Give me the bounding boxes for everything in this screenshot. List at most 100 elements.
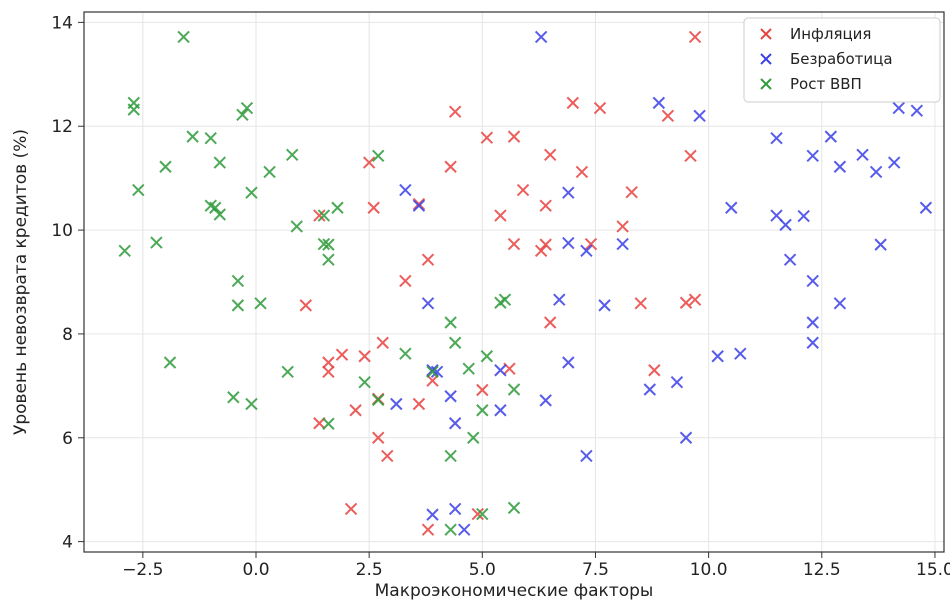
- y-tick-label: 10: [51, 221, 73, 241]
- x-axis-ticks: −2.5 0.0 2.5 5.0 7.5 10.0 12.5 15.0: [122, 552, 950, 580]
- y-axis-ticks: 4 6 8 10 12 14: [51, 13, 84, 553]
- legend-marker: [760, 53, 772, 65]
- data-point: [494, 404, 507, 417]
- data-point: [684, 149, 697, 163]
- data-point: [177, 30, 190, 44]
- data-point: [426, 374, 439, 387]
- data-point: [616, 220, 629, 233]
- data-point: [236, 108, 249, 122]
- data-point: [725, 201, 738, 214]
- data-point: [494, 296, 507, 309]
- data-point: [806, 316, 819, 329]
- data-point: [797, 209, 810, 223]
- data-point: [127, 103, 140, 116]
- data-point: [344, 502, 358, 516]
- data-point: [163, 356, 177, 369]
- data-point: [539, 199, 552, 212]
- data-point: [888, 156, 901, 169]
- data-point: [580, 449, 593, 463]
- data-point: [367, 201, 380, 214]
- plot-area-frame: [83, 11, 945, 553]
- data-point: [322, 417, 335, 430]
- data-point: [399, 183, 412, 197]
- data-point: [421, 253, 435, 266]
- data-point: [562, 236, 575, 250]
- data-point: [390, 397, 403, 411]
- data-point: [159, 160, 172, 173]
- data-point: [661, 109, 675, 123]
- data-point: [553, 293, 566, 306]
- data-point: [467, 431, 480, 444]
- x-tick-label: 15.0: [916, 560, 950, 580]
- data-point: [580, 244, 593, 258]
- x-tick-label: 12.5: [803, 560, 841, 580]
- data-point: [593, 101, 607, 115]
- data-point: [362, 156, 376, 169]
- data-point: [213, 156, 226, 169]
- data-point: [462, 362, 475, 375]
- x-tick-label: 5.0: [469, 560, 496, 580]
- data-point: [444, 523, 457, 536]
- data-point: [209, 201, 222, 214]
- data-point: [358, 376, 371, 389]
- data-point: [227, 391, 240, 404]
- y-tick-label: 4: [62, 533, 73, 553]
- data-point: [448, 502, 462, 516]
- data-point: [806, 149, 819, 163]
- data-point: [444, 316, 457, 329]
- data-point: [534, 30, 548, 44]
- data-point: [448, 336, 462, 349]
- y-tick-label: 12: [51, 117, 73, 137]
- data-point: [118, 244, 131, 258]
- data-point: [670, 376, 684, 389]
- data-point: [634, 297, 647, 310]
- data-point: [331, 201, 344, 214]
- data-point: [317, 237, 331, 251]
- data-point: [476, 383, 489, 397]
- data-point: [245, 186, 258, 199]
- data-point: [412, 197, 426, 211]
- data-point: [444, 390, 457, 403]
- data-point: [575, 165, 589, 179]
- data-point: [426, 365, 439, 379]
- data-point: [494, 209, 507, 222]
- data-point: [480, 350, 494, 363]
- data-point: [480, 131, 494, 144]
- data-point: [507, 501, 521, 515]
- data-point: [679, 431, 693, 444]
- data-point: [444, 160, 457, 173]
- data-point: [412, 397, 426, 411]
- data-point: [833, 160, 847, 173]
- data-point: [625, 185, 638, 199]
- data-point: [313, 209, 326, 222]
- data-point: [539, 238, 552, 251]
- y-axis-label: Уровень невозврата кредитов (%): [11, 129, 31, 435]
- y-tick-label: 14: [51, 13, 73, 33]
- data-point: [779, 218, 792, 232]
- legend-label: Безработица: [790, 50, 893, 68]
- data-point: [494, 364, 507, 377]
- data-point: [299, 299, 312, 312]
- data-point: [874, 238, 887, 251]
- data-point: [263, 165, 276, 179]
- legend-marker: [760, 28, 772, 40]
- legend: Инфляция Безработица Рост ВВП: [743, 17, 941, 103]
- data-point: [476, 507, 489, 521]
- data-point: [213, 208, 226, 221]
- data-point: [833, 297, 847, 310]
- data-point: [892, 101, 905, 115]
- data-point: [652, 96, 666, 110]
- data-point: [507, 383, 521, 396]
- data-point: [430, 365, 444, 379]
- data-point: [856, 148, 869, 161]
- data-point: [150, 236, 163, 249]
- data-point: [806, 336, 819, 349]
- y-tick-label: 8: [62, 325, 73, 345]
- data-point: [534, 244, 548, 258]
- data-point: [544, 316, 557, 329]
- data-point: [910, 104, 924, 117]
- data-point: [648, 364, 661, 377]
- data-point: [231, 274, 245, 288]
- x-axis-label: Макроэкономические факторы: [375, 581, 654, 600]
- data-point: [322, 238, 335, 251]
